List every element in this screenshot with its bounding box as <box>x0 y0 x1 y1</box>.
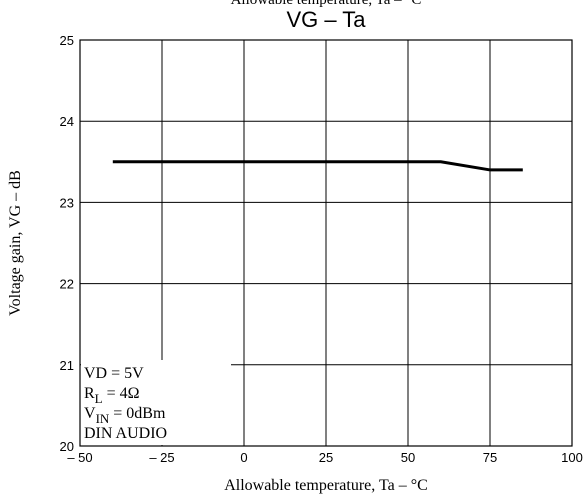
data-line <box>112 160 523 172</box>
chart-title: VG – Ta <box>286 7 366 32</box>
condition-text: DIN AUDIO <box>84 425 167 442</box>
condition-main: R <box>84 385 95 402</box>
y-tick-label: 21 <box>60 358 74 373</box>
x-tick-label: 50 <box>401 450 415 465</box>
condition-text: RL = 4Ω <box>84 385 140 406</box>
condition-main: VD = 5V <box>84 365 144 382</box>
condition-sub: IN <box>96 411 110 426</box>
y-axis-label: Voltage gain, VG – dB <box>7 170 24 316</box>
plot-frame <box>79 39 573 447</box>
cropped-text: Allowable temperature, Ta – °C <box>231 0 422 8</box>
y-tick-label: 23 <box>60 195 74 210</box>
annotation-background <box>81 360 231 445</box>
x-tick-label: 100 <box>561 450 583 465</box>
x-tick-label: – 25 <box>149 450 174 465</box>
condition-rest: = 4Ω <box>103 385 140 402</box>
x-tick-label: 75 <box>483 450 497 465</box>
condition-text: VD = 5V <box>84 365 144 382</box>
condition-text: VIN = 0dBm <box>84 405 166 426</box>
y-tick-label: 22 <box>60 277 74 292</box>
condition-rest: = 0dBm <box>109 405 166 422</box>
y-tick-label: 24 <box>60 114 74 129</box>
y-tick-label: 20 <box>60 439 74 454</box>
x-tick-label: – 50 <box>67 450 92 465</box>
condition-main: DIN AUDIO <box>84 425 167 442</box>
x-tick-label: 25 <box>319 450 333 465</box>
x-tick-label: 0 <box>240 450 247 465</box>
condition-main: V <box>84 405 96 422</box>
x-axis-label: Allowable temperature, Ta – °C <box>224 477 428 494</box>
y-tick-label: 25 <box>60 33 74 48</box>
condition-sub: L <box>95 391 103 406</box>
